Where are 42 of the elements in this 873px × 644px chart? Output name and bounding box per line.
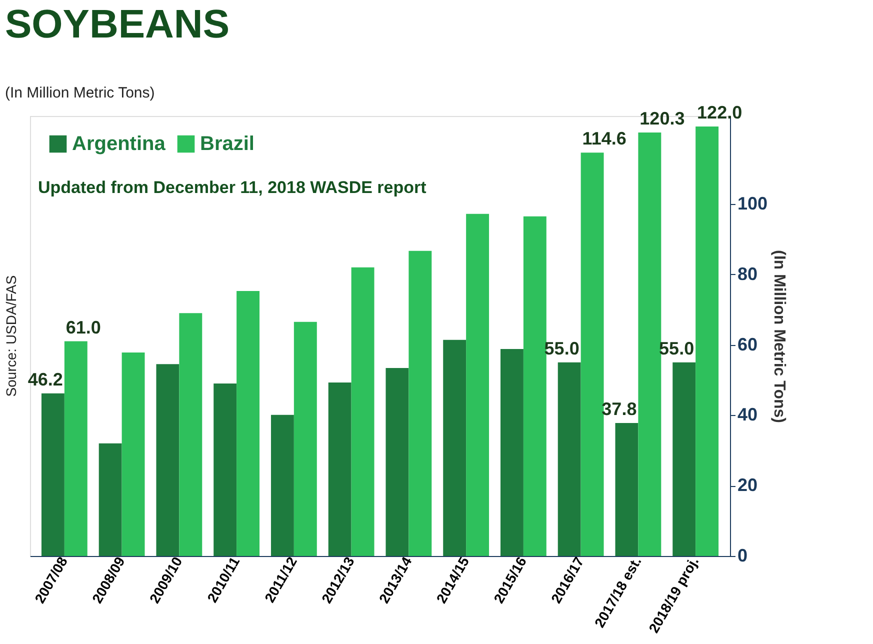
data-label: 120.3 — [640, 108, 685, 129]
y-tick-label: 40 — [738, 404, 758, 425]
bar — [558, 362, 581, 556]
bar — [580, 152, 604, 556]
bar — [500, 349, 524, 556]
bar — [179, 313, 202, 556]
legend-label: Brazil — [200, 133, 254, 155]
bar — [696, 126, 719, 556]
data-label: 114.6 — [582, 128, 626, 149]
bar — [351, 267, 374, 556]
bar — [236, 290, 260, 556]
bar — [615, 422, 638, 556]
source-note: Source: USDA/FAS — [3, 275, 19, 397]
bar — [98, 443, 122, 556]
bar — [466, 214, 490, 556]
data-label: 46.2 — [28, 369, 63, 390]
y-axis-title: (In Million Metric Tons) — [770, 250, 788, 424]
y-tick-label: 0 — [738, 546, 748, 566]
y-tick-label: 80 — [738, 264, 758, 284]
chart-title: SOYBEANS — [5, 2, 230, 47]
bar — [672, 362, 696, 556]
legend-label: Argentina — [72, 133, 166, 155]
bar — [270, 414, 294, 556]
annotation: Updated from December 11, 2018 WASDE report — [38, 178, 427, 197]
bar — [294, 322, 317, 556]
chart-subtitle: (In Million Metric Tons) — [5, 84, 155, 102]
bar — [443, 340, 466, 556]
bar — [408, 250, 432, 556]
y-tick-label: 20 — [738, 475, 758, 496]
data-label: 122.0 — [697, 102, 742, 123]
bar — [41, 393, 64, 556]
bar — [214, 384, 237, 556]
y-tick-label: 100 — [738, 194, 768, 214]
bar — [64, 341, 88, 556]
bar — [328, 382, 352, 556]
data-label: 61.0 — [66, 317, 101, 338]
bar — [122, 352, 145, 556]
y-tick-label: 60 — [738, 334, 758, 354]
bar — [156, 364, 180, 556]
bar — [386, 368, 409, 556]
bar — [638, 132, 662, 556]
bar — [523, 216, 546, 556]
